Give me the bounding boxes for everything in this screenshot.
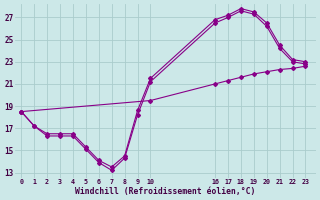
X-axis label: Windchill (Refroidissement éolien,°C): Windchill (Refroidissement éolien,°C) — [75, 187, 255, 196]
